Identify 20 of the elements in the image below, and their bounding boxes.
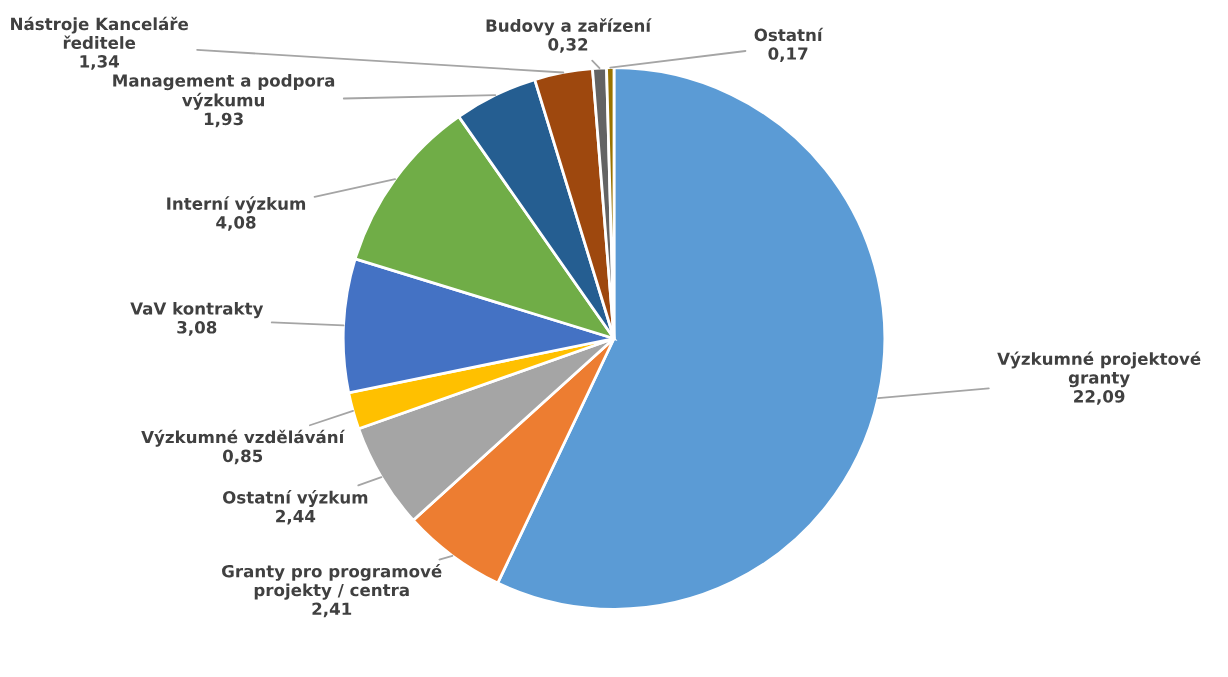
data-label: 3,08	[177, 320, 217, 336]
data-label: 22,09	[1074, 390, 1125, 405]
slice-label: Ostatní	[754, 27, 824, 42]
data-label: 1,93	[204, 112, 243, 128]
data-label: 0,32	[548, 38, 588, 53]
slice-label: Výzkumné projektové granty	[997, 351, 1201, 388]
data-label: 1,34	[80, 55, 119, 70]
slice-label: Interní výzkum	[167, 196, 306, 214]
data-label: 2,41	[312, 602, 352, 618]
slice-label: Nástroje Kanceláře ředitele	[11, 16, 189, 50]
slice-label: Management a podpora výzkumu	[113, 73, 335, 110]
data-label: 0,85	[222, 449, 263, 465]
slice-label: Ostatní výzkum	[222, 490, 368, 507]
slice-label: Granty pro programové projekty / centra	[222, 563, 442, 600]
slice-label: Budovy a zařízení	[486, 18, 652, 36]
slice-label: VaV kontrakty	[130, 301, 264, 319]
data-label: 4,08	[216, 216, 256, 231]
data-label: 0,17	[768, 47, 808, 62]
slice-label: Výzkumné vzdělávání	[141, 429, 346, 447]
data-label: 2,44	[276, 509, 316, 525]
